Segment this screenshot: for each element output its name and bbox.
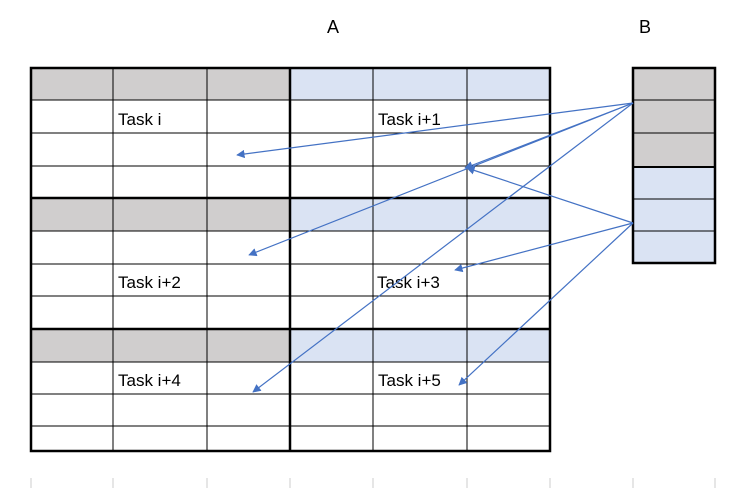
matrix-a-block-borders bbox=[29, 66, 552, 453]
task-label: Task i+1 bbox=[378, 110, 441, 129]
arrow-to-task-i2 bbox=[248, 102, 634, 257]
dependency-arrows bbox=[236, 102, 634, 393]
block-1-blue-row bbox=[290, 68, 550, 100]
task-label: Task i+4 bbox=[118, 371, 181, 390]
arrow-to-task-i3 bbox=[454, 222, 634, 273]
matrix-b bbox=[631, 66, 717, 265]
task-label: Task i+5 bbox=[378, 371, 441, 390]
matrix-a-label: A bbox=[327, 17, 339, 37]
arrow-to-task-i4 bbox=[252, 102, 634, 393]
matrix-b-gray-rows bbox=[633, 68, 715, 167]
faint-bottom-ticks bbox=[30, 478, 716, 488]
block-2-gray-row bbox=[31, 198, 290, 231]
matrix-b-blue-rows bbox=[633, 167, 715, 263]
block-2-blue-row bbox=[290, 198, 550, 231]
arrow-to-task-i1-upper bbox=[466, 166, 634, 224]
block-1-gray-row bbox=[31, 68, 290, 100]
arrow-to-task-i5 bbox=[458, 222, 634, 386]
block-3-gray-row bbox=[31, 329, 290, 362]
matrix-b-label: B bbox=[639, 17, 651, 37]
task-label: Task i+2 bbox=[118, 273, 181, 292]
task-label: Task i+3 bbox=[377, 273, 440, 292]
task-label: Task i bbox=[118, 110, 161, 129]
block-3-blue-row bbox=[290, 329, 550, 362]
arrow-to-task-i bbox=[236, 102, 634, 159]
matrix-a-shading bbox=[31, 68, 550, 362]
